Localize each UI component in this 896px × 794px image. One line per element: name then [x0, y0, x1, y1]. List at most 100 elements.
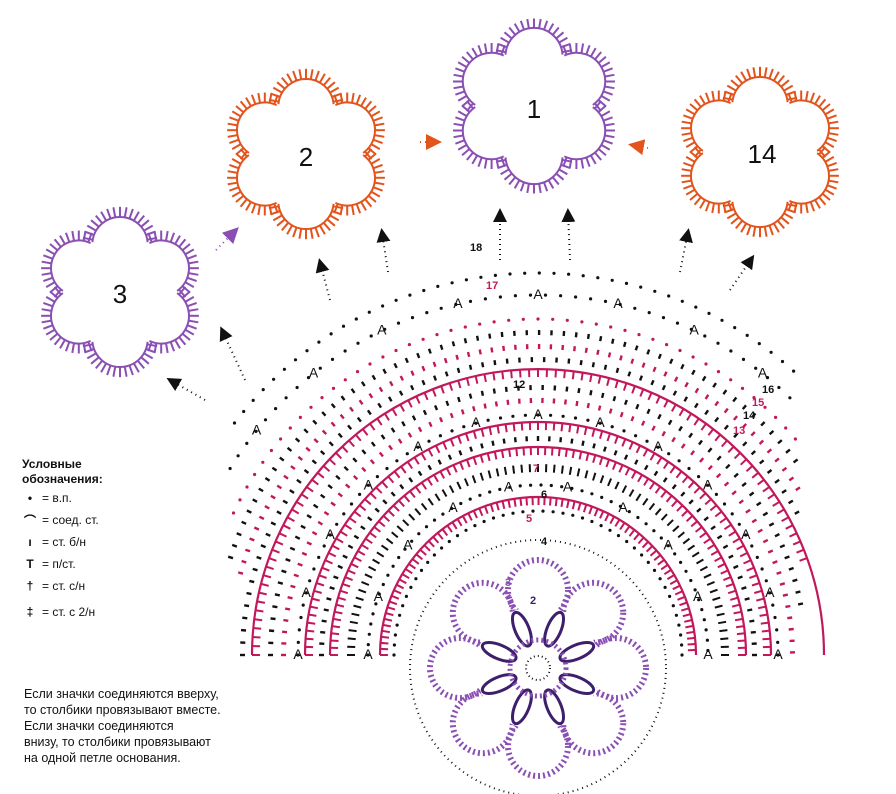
stitch-mark [329, 586, 335, 591]
chain-dot [272, 377, 276, 381]
petal-stitch [768, 225, 774, 236]
stitch-mark [614, 380, 619, 389]
stitch-mark [599, 510, 605, 519]
stitch-mark [383, 412, 390, 421]
stitch-mark [390, 491, 396, 497]
stitch-mark [624, 525, 631, 534]
stitch-mark [326, 597, 332, 601]
petal-stitch [500, 168, 510, 176]
stitch-mark [375, 486, 383, 494]
stitch-mark [458, 450, 463, 456]
petal-stitch [455, 139, 466, 145]
chain-dot [317, 340, 321, 344]
petal-stitch [82, 230, 87, 242]
petal-stitch [704, 201, 711, 212]
petal-stitch [500, 44, 506, 56]
stitch-mark [276, 484, 283, 490]
petal-stitch [568, 43, 573, 54]
chain-dot [422, 288, 426, 293]
chain-dot [439, 306, 443, 310]
stitch-mark [599, 335, 603, 342]
chain-dot [427, 439, 431, 443]
stitch-mark [584, 470, 589, 479]
stitch-mark [388, 444, 393, 451]
petal-stitch [239, 150, 248, 160]
stitch-mark [671, 436, 676, 443]
stitch-mark [512, 423, 516, 432]
stitch-mark [272, 605, 278, 609]
stitch-mark [468, 364, 473, 370]
stitch-mark [308, 613, 317, 617]
stitch-mark [685, 624, 694, 629]
petal-stitch [43, 254, 54, 260]
stitch-mark [353, 510, 362, 518]
motif-label-3: 3 [113, 279, 127, 309]
stitch-mark [685, 515, 694, 522]
stitch-mark [560, 423, 564, 432]
stitch-mark [460, 409, 465, 415]
petal-stitch [471, 154, 479, 165]
stitch-mark [577, 388, 581, 394]
petal-stitch [41, 260, 52, 265]
petal-stitch [169, 341, 176, 352]
legend-title-line1: Условные [22, 457, 82, 471]
stitch-mark [716, 534, 723, 540]
petal-stitch [704, 92, 711, 103]
stitch-mark [361, 580, 370, 586]
legend-item-half-double: T = п/ст. [22, 553, 222, 575]
row-label-18: 18 [470, 242, 482, 254]
chain-dot [366, 643, 370, 647]
stitch-mark [683, 396, 689, 402]
petal-stitch [457, 61, 468, 69]
petal-stitch [809, 92, 816, 103]
petal-stitch [59, 235, 66, 245]
stitch-group-mark: A [364, 476, 374, 492]
stitch-mark [723, 407, 729, 414]
petal-stitch [699, 95, 706, 105]
row-9 [281, 397, 796, 657]
petal-stitch [604, 134, 615, 139]
petal-base [563, 51, 607, 106]
chain-dot [610, 425, 614, 429]
petal-stitch [826, 184, 837, 190]
stitch-mark [401, 573, 410, 580]
petal-stitch [824, 156, 835, 163]
stitch-mark [647, 392, 653, 401]
stitch-mark [788, 566, 794, 571]
stitch-mark [588, 506, 593, 515]
petal-stitch [147, 232, 153, 243]
chain-dot [424, 525, 429, 529]
stitch-mark [576, 425, 580, 434]
stitch-mark [270, 521, 277, 526]
petal-stitch [477, 44, 483, 56]
petal-base [236, 101, 278, 154]
stitch-mark [709, 588, 718, 594]
stitch-mark [265, 565, 274, 571]
petal-stitch [186, 254, 197, 260]
petal-stitch [551, 176, 560, 186]
row-3 [366, 483, 710, 657]
chain-dot [335, 522, 339, 526]
stitch-mark [433, 404, 439, 411]
chain-dot [570, 486, 574, 490]
stitch-mark [792, 458, 799, 464]
row-14 [227, 330, 799, 560]
stitch-mark [691, 551, 700, 558]
chain-dot [436, 284, 440, 288]
stitch-mark [682, 613, 691, 618]
petal-stitch [257, 204, 261, 216]
stitch-mark [681, 607, 690, 612]
stitch-mark [320, 630, 326, 634]
stitch-mark [274, 593, 281, 597]
chain-dot [609, 325, 613, 329]
chain-dot [768, 591, 772, 595]
stitch-mark [500, 450, 505, 459]
stitch-mark [258, 487, 264, 493]
chain-dot [308, 579, 312, 583]
stitch-mark [513, 437, 517, 443]
stitch-mark [614, 519, 621, 527]
stitch-mark [720, 637, 729, 641]
chain-dot [776, 653, 780, 657]
chain-dot [733, 326, 737, 330]
stitch-mark [268, 557, 277, 562]
